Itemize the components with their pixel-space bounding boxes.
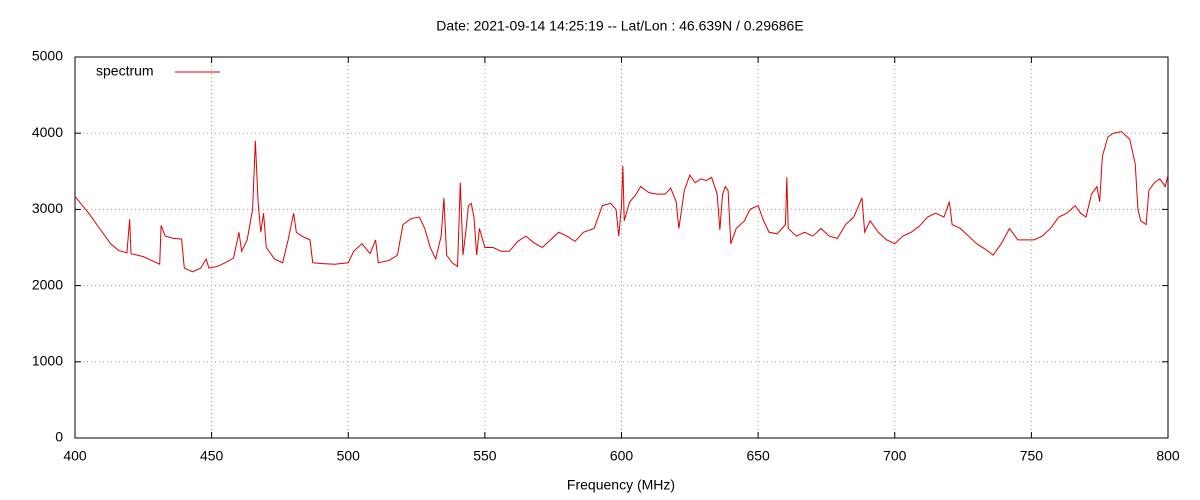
y-tick-label: 3000 xyxy=(32,200,63,216)
x-tick-label: 500 xyxy=(337,448,361,464)
plot-frame xyxy=(74,56,1169,439)
y-tick-label: 1000 xyxy=(32,353,63,369)
y-tick-label: 2000 xyxy=(32,276,63,292)
x-tick-label: 400 xyxy=(63,448,87,464)
y-tick-label: 4000 xyxy=(32,124,63,140)
x-tick-label: 650 xyxy=(746,448,770,464)
x-tick-label: 700 xyxy=(883,448,907,464)
y-tick-label: 5000 xyxy=(32,48,63,64)
x-tick-label: 600 xyxy=(610,448,634,464)
spectrum-line xyxy=(74,131,1169,273)
legend-label: spectrum xyxy=(96,63,154,79)
x-tick-label: 800 xyxy=(1156,448,1180,464)
chart-title: Date: 2021-09-14 14:25:19 -- Lat/Lon : 4… xyxy=(436,18,803,34)
y-tick-label: 0 xyxy=(55,429,63,445)
x-tick-label: 450 xyxy=(200,448,224,464)
x-axis-label: Frequency (MHz) xyxy=(567,477,675,493)
x-tick-label: 750 xyxy=(1020,448,1044,464)
x-tick-label: 550 xyxy=(473,448,497,464)
